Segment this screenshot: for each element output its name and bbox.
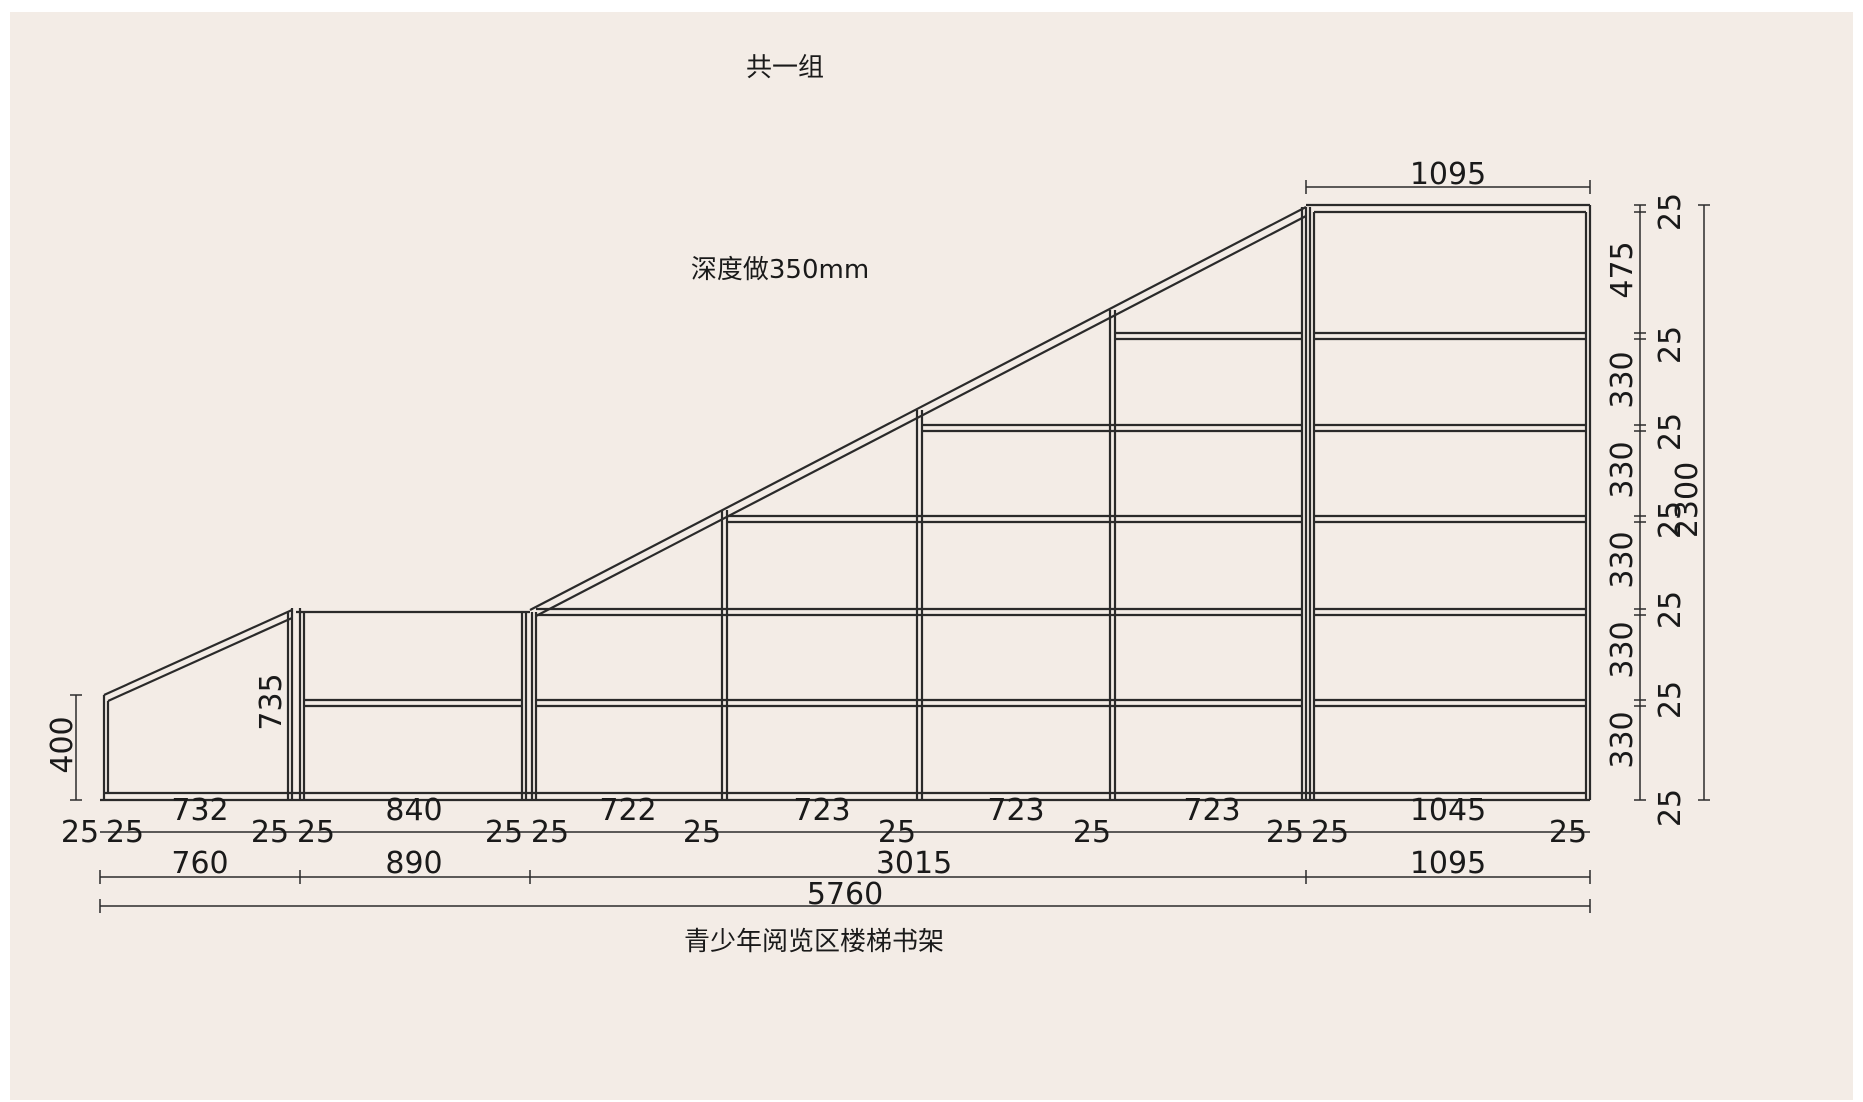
slope-top-main: [529, 206, 1307, 611]
second-height-label: 735: [254, 673, 289, 730]
stack-label-9: 330: [1605, 621, 1640, 678]
left-height-dimension: 400: [45, 694, 82, 801]
overall-width-label: 5760: [807, 877, 883, 912]
total-height-dimension: 2300: [1670, 204, 1710, 801]
stack-labels: 25 330 25 330 25 330 25 330 25 330 25: [1605, 326, 1688, 827]
row1-label-11: 25: [878, 815, 916, 850]
row1-label-15: 25: [1266, 815, 1304, 850]
row1-label-0: 25: [61, 815, 99, 850]
stack-label-5: 330: [1605, 441, 1640, 498]
row1-label-18: 25: [1549, 815, 1587, 850]
row1-label-5: 840: [385, 793, 442, 828]
row1-label-10: 723: [793, 793, 850, 828]
row1-label-1: 25: [106, 815, 144, 850]
stack-label-7: 330: [1605, 531, 1640, 588]
row1-label-2: 732: [171, 793, 228, 828]
row1-label-8: 722: [599, 793, 656, 828]
top-width-label: 1095: [1410, 157, 1486, 192]
top-dimension: 1095: [1305, 157, 1591, 194]
stack-label-6: 25: [1653, 501, 1688, 539]
depth-note: 深度做350mm: [691, 255, 869, 285]
row2-label-3015: 3015: [876, 846, 952, 881]
bottom-dimension-row-2: 760 890 3015 1095: [99, 846, 1591, 884]
row1-label-3: 25: [251, 815, 289, 850]
bottom-dimension-row-3: 5760: [99, 877, 1591, 913]
row1-label-17: 1045: [1410, 793, 1486, 828]
row1-label-6: 25: [485, 815, 523, 850]
stack-label-8: 25: [1653, 591, 1688, 629]
slope-top-left: [103, 608, 293, 697]
paper-background: [10, 12, 1853, 1100]
caption: 青少年阅览区楼梯书架: [684, 927, 944, 957]
row1-label-16: 25: [1311, 815, 1349, 850]
stack-label-2: 25: [1653, 326, 1688, 364]
stack-label-475: 475: [1605, 241, 1640, 298]
row1-label-12: 723: [987, 793, 1044, 828]
row1-label-13: 25: [1073, 815, 1111, 850]
row1-label-14: 723: [1183, 793, 1240, 828]
row1-label-9: 25: [683, 815, 721, 850]
shelf-frame: [100, 203, 1592, 802]
left-height-label: 400: [45, 716, 80, 773]
stack-label-4: 25: [1653, 413, 1688, 451]
slope-top-left-inner: [107, 616, 293, 703]
stack-label-10: 25: [1653, 681, 1688, 719]
row2-label-890: 890: [385, 846, 442, 881]
right-stack-dimension: 25 475: [1605, 193, 1688, 801]
total-height-label: 2300: [1670, 462, 1705, 538]
stack-label-3: 330: [1605, 351, 1640, 408]
shelves: [304, 331, 1586, 708]
row1-label-7: 25: [531, 815, 569, 850]
stack-label-12: 25: [1653, 789, 1688, 827]
row1-label-4: 25: [297, 815, 335, 850]
row2-label-1095: 1095: [1410, 846, 1486, 881]
stack-label-25-1: 25: [1653, 193, 1688, 231]
quantity-note: 共一组: [746, 53, 824, 83]
row2-label-760: 760: [171, 846, 228, 881]
stack-label-11: 330: [1605, 711, 1640, 768]
